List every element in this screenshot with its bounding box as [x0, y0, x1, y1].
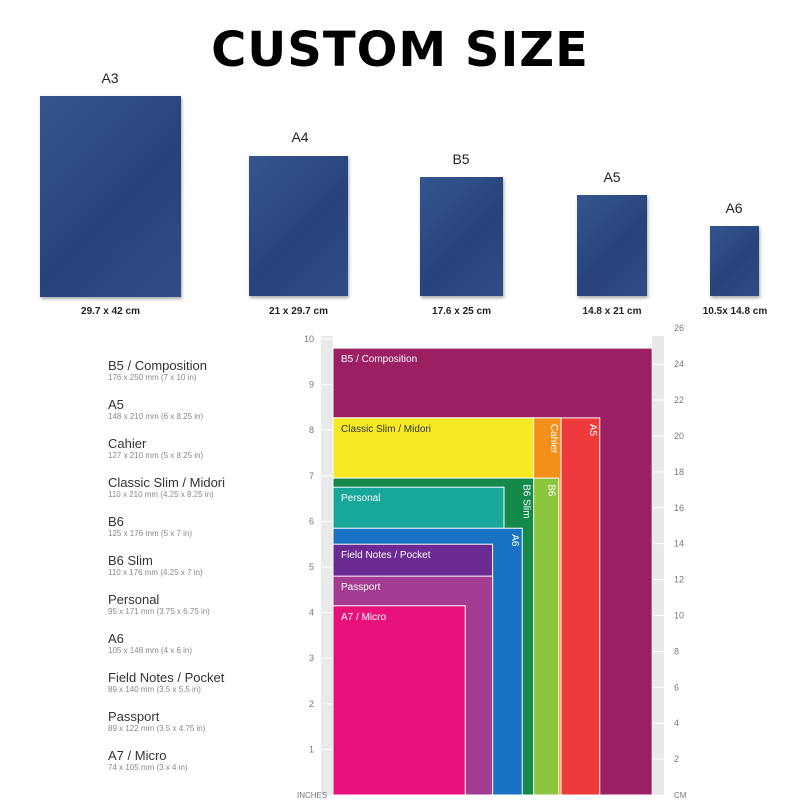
size-item-name: B5 / Composition: [108, 358, 207, 373]
inches-axis-label: INCHES: [297, 791, 327, 800]
size-item-field-notes-pocket: Field Notes / Pocket 89 x 140 mm (3.5 x …: [108, 670, 224, 695]
size-item-dimensions: 148 x 210 mm (6 x 8.25 in): [108, 412, 204, 421]
inch-tick-label: 5: [309, 562, 314, 572]
right-axis-strip: [652, 336, 664, 795]
notebook-b5-label: B5: [452, 151, 470, 167]
cm-tick-label: 14: [674, 539, 684, 549]
cm-tick-label: 4: [674, 718, 679, 728]
inch-tick-label: 1: [309, 744, 314, 754]
cm-tick-label: 24: [674, 359, 684, 369]
size-label-field-notes-pocket: Field Notes / Pocket: [341, 550, 431, 561]
size-item-dimensions: 95 x 171 mm (3.75 x 6.75 in): [108, 607, 210, 616]
size-item-cahier: Cahier 127 x 210 mm (5 x 8.25 in): [108, 436, 203, 461]
size-item-a6: A6 105 x 148 mm (4 x 6 in): [108, 631, 192, 656]
size-item-name: B6 Slim: [108, 553, 153, 568]
notebook-a6: [710, 226, 759, 296]
size-label-b6-slim: B6 Slim: [521, 484, 532, 518]
inch-tick-label: 3: [309, 653, 314, 663]
size-item-dimensions: 110 x 176 mm (4.25 x 7 in): [108, 568, 203, 577]
size-item-a5: A5 148 x 210 mm (6 x 8.25 in): [108, 397, 203, 422]
size-item-name: Passport: [108, 709, 160, 724]
size-item-name: Cahier: [108, 436, 147, 451]
notebook-b5-dimensions: 17.6 x 25 cm: [432, 306, 491, 317]
cm-tick-label: 8: [674, 646, 679, 656]
size-item-dimensions: 125 x 176 mm (5 x 7 in): [108, 529, 193, 538]
inch-tick-label: 10: [304, 334, 314, 344]
size-item-a7-micro: A7 / Micro 74 x 105 mm (3 x 4 in): [108, 748, 188, 773]
inch-tick-label: 9: [309, 380, 314, 390]
left-axis-strip: [321, 336, 333, 795]
cm-tick-label: 20: [674, 431, 684, 441]
cm-tick-label: 26: [674, 323, 684, 333]
cm-tick-label: 2: [674, 754, 679, 764]
cm-tick-label: 22: [674, 395, 684, 405]
inch-tick-label: 4: [309, 608, 314, 618]
size-label-b6: B6: [546, 484, 557, 497]
size-item-name: A6: [108, 631, 124, 646]
cm-tick-label: 16: [674, 503, 684, 513]
size-item-dimensions: 110 x 210 mm (4.25 x 8.25 in): [108, 490, 214, 499]
inch-tick-label: 2: [309, 699, 314, 709]
size-item-b5-composition: B5 / Composition 176 x 250 mm (7 x 10 in…: [108, 358, 207, 383]
size-label-personal: Personal: [341, 493, 380, 504]
notebook-a5-dimensions: 14.8 x 21 cm: [582, 306, 642, 317]
size-item-dimensions: 89 x 140 mm (3.5 x 5.5 in): [108, 685, 201, 694]
size-item-name: A5: [108, 397, 124, 412]
size-item-name: B6: [108, 514, 124, 529]
page-title: CUSTOM SIZE: [211, 22, 589, 78]
size-label-b5-composition: B5 / Composition: [341, 354, 417, 365]
size-item-name: Personal: [108, 592, 160, 607]
notebook-a3-dimensions: 29.7 x 42 cm: [81, 306, 140, 317]
notebook-a3: [40, 96, 181, 297]
size-item-dimensions: 89 x 122 mm (3.5 x 4.75 in): [108, 724, 206, 733]
notebook-a4-label: A4: [291, 129, 309, 145]
inch-tick-label: 8: [309, 425, 314, 435]
size-item-classic-slim-midori: Classic Slim / Midori 110 x 210 mm (4.25…: [108, 475, 225, 500]
notebook-a6-dimensions: 10.5x 14.8 cm: [702, 306, 768, 317]
notebook-a3-label: A3: [101, 70, 119, 86]
size-item-b6: B6 125 x 176 mm (5 x 7 in): [108, 514, 192, 539]
cm-tick-label: 18: [674, 467, 684, 477]
inch-tick-label: 6: [309, 516, 314, 526]
cm-tick-label: 6: [674, 682, 679, 692]
size-label-a5: A5: [587, 424, 598, 437]
size-item-name: A7 / Micro: [108, 748, 167, 763]
size-label-cahier: Cahier: [548, 424, 559, 454]
cm-tick-label: 10: [674, 610, 684, 620]
size-label-passport: Passport: [341, 582, 381, 593]
cm-axis-label: CM: [674, 791, 687, 800]
size-item-dimensions: 176 x 250 mm (7 x 10 in): [108, 373, 197, 382]
inch-tick-label: 7: [309, 471, 314, 481]
size-rect-a7-micro: [332, 605, 466, 796]
size-item-dimensions: 105 x 148 mm (4 x 6 in): [108, 646, 193, 655]
notebook-a4: [249, 156, 348, 296]
size-item-passport: Passport 89 x 122 mm (3.5 x 4.75 in): [108, 709, 205, 734]
size-item-b6-slim: B6 Slim 110 x 176 mm (4.25 x 7 in): [108, 553, 203, 578]
size-item-dimensions: 127 x 210 mm (5 x 8.25 in): [108, 451, 204, 460]
notebook-b5: [420, 177, 503, 296]
cm-tick-label: 12: [674, 575, 684, 585]
notebook-a5-label: A5: [603, 169, 621, 185]
size-label-a6: A6: [509, 534, 520, 547]
size-item-name: Field Notes / Pocket: [108, 670, 225, 685]
size-label-a7-micro: A7 / Micro: [341, 612, 386, 623]
notebook-a6-label: A6: [725, 200, 743, 216]
size-label-classic-slim-midori: Classic Slim / Midori: [341, 424, 431, 435]
size-item-dimensions: 74 x 105 mm (3 x 4 in): [108, 763, 188, 772]
notebook-a4-dimensions: 21 x 29.7 cm: [269, 306, 328, 317]
size-item-personal: Personal 95 x 171 mm (3.75 x 6.75 in): [108, 592, 210, 617]
size-item-name: Classic Slim / Midori: [108, 475, 226, 490]
notebook-a5: [577, 195, 647, 296]
